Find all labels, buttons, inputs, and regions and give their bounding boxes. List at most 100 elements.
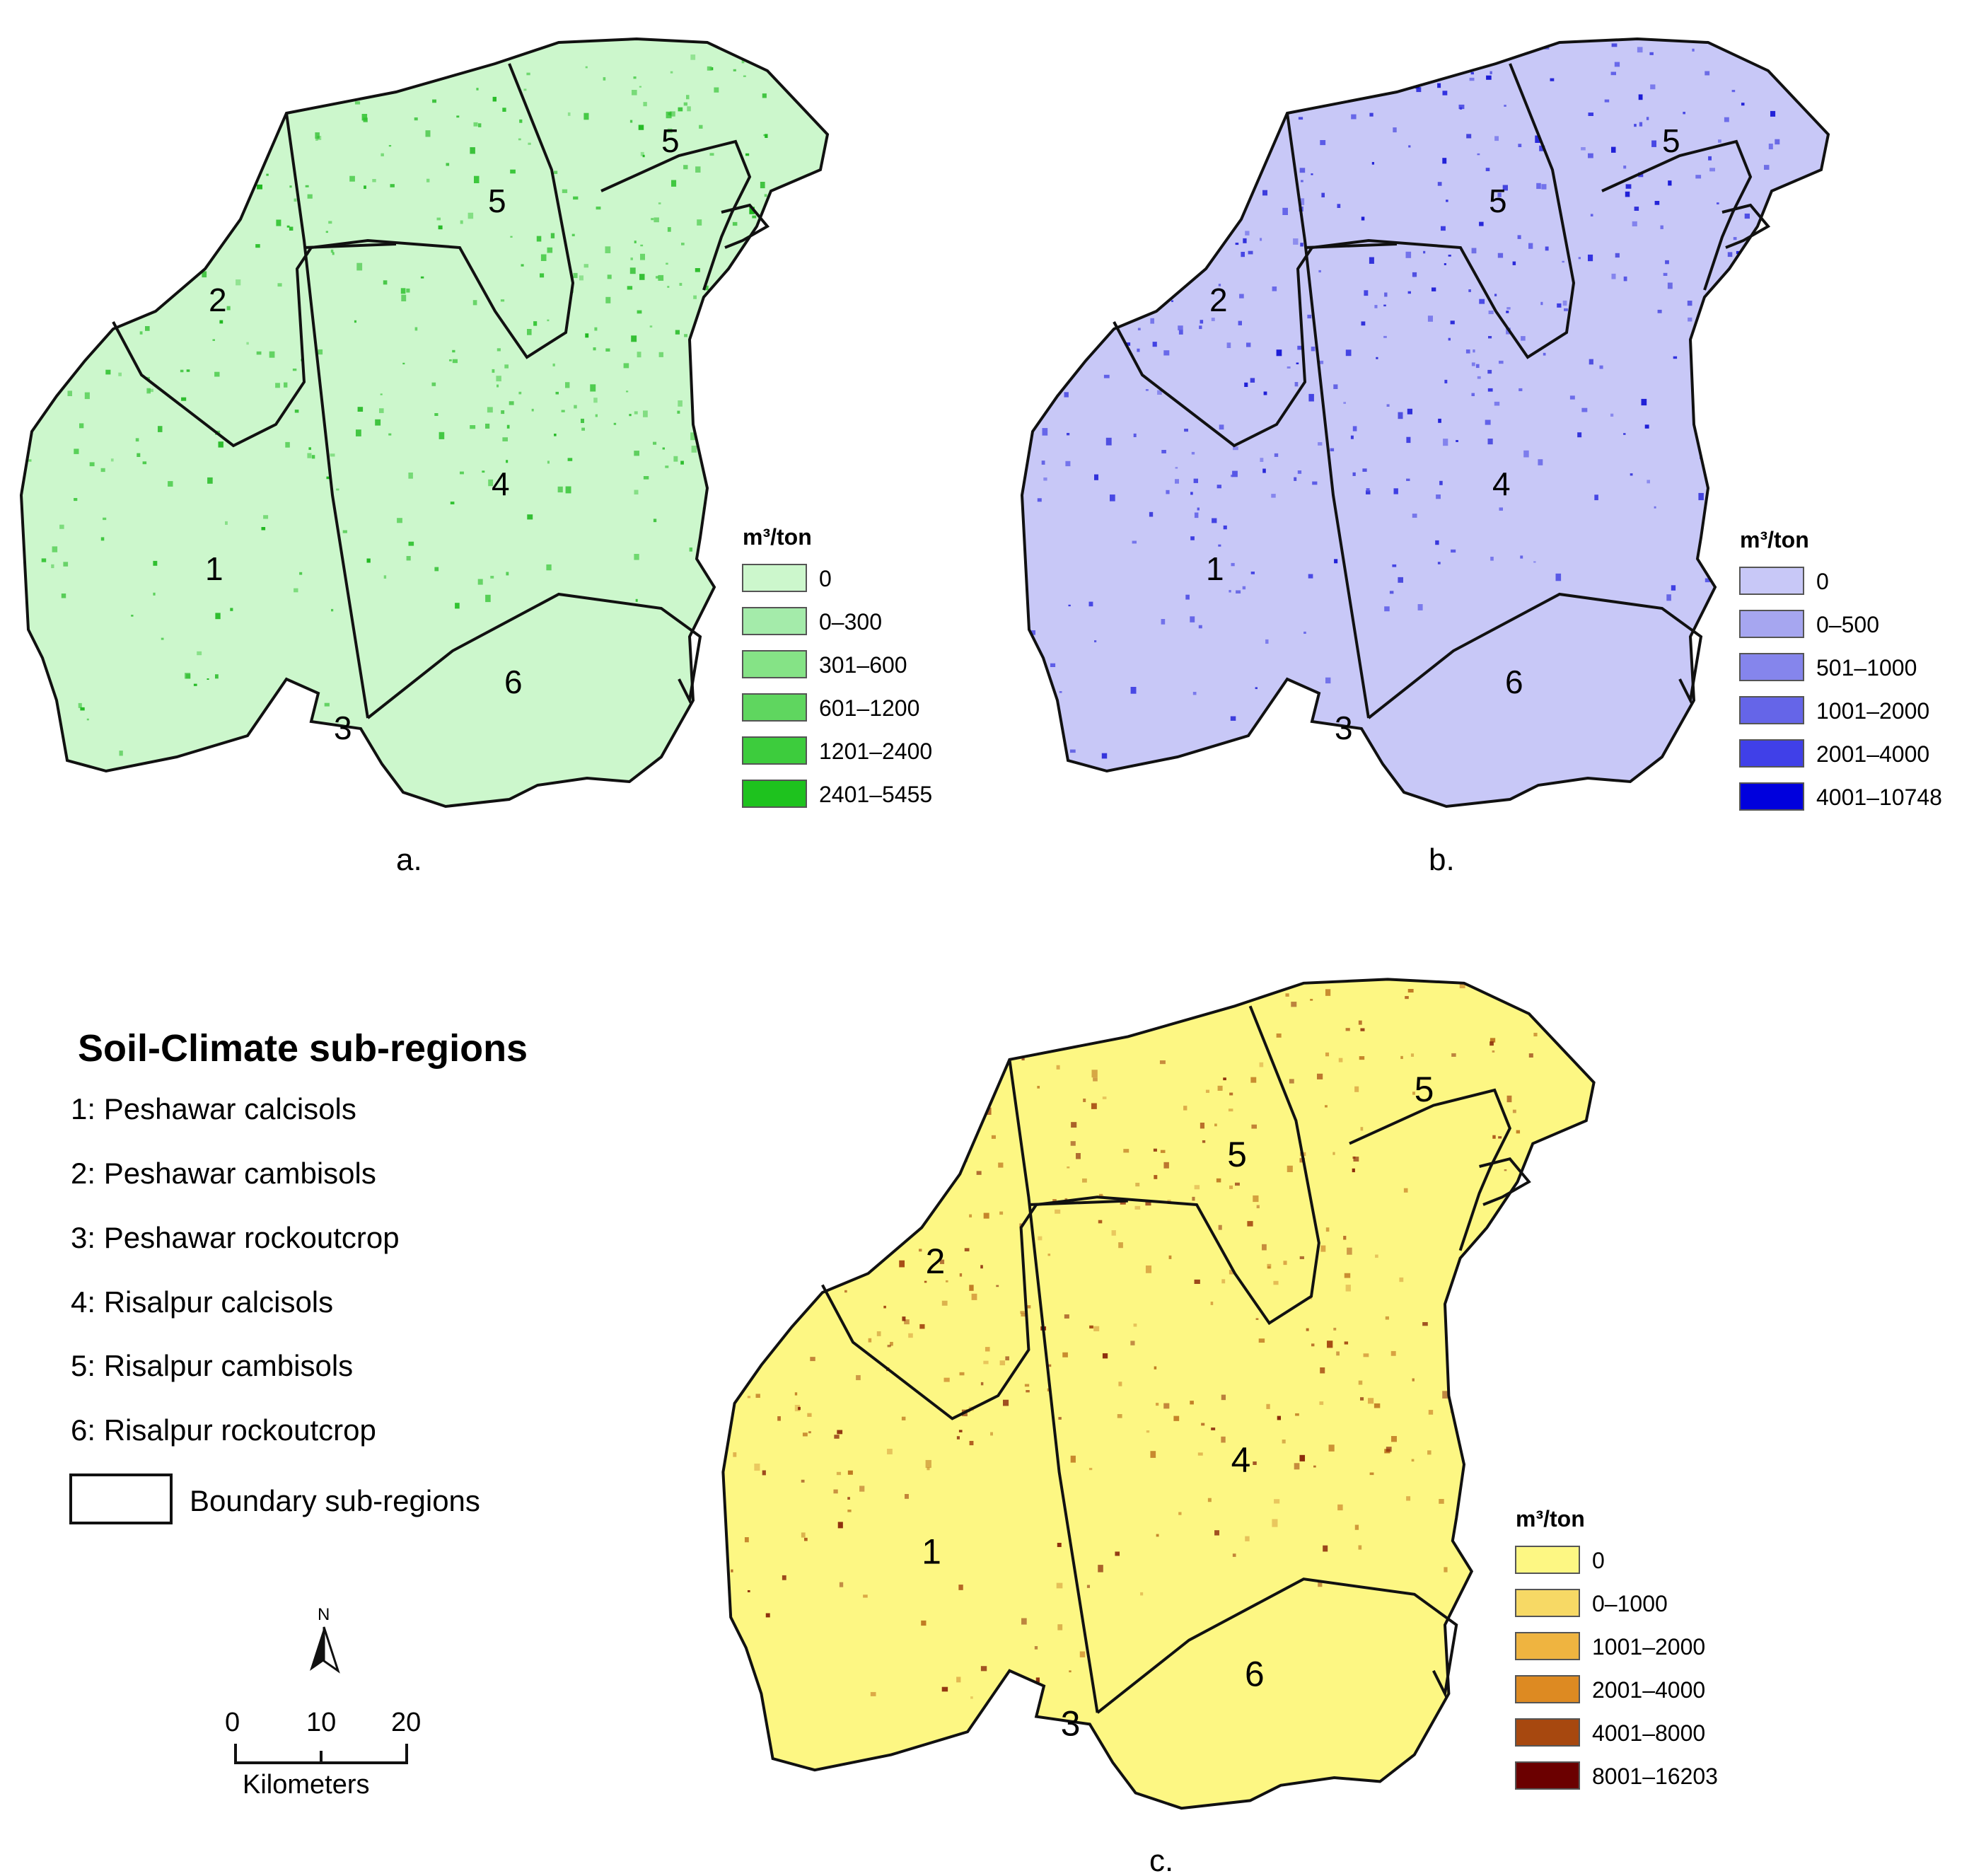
- legend-label: 601–1200: [819, 695, 919, 721]
- raster-cell: [1102, 252, 1107, 257]
- raster-cell: [1145, 1200, 1151, 1206]
- raster-cell: [913, 997, 920, 1004]
- raster-cell: [266, 173, 269, 176]
- raster-cell: [1657, 309, 1662, 313]
- raster-cell: [122, 224, 126, 228]
- raster-cell: [1318, 442, 1323, 446]
- raster-cell: [1364, 290, 1369, 296]
- raster-cell: [1118, 1242, 1123, 1249]
- raster-cell: [941, 1686, 948, 1692]
- raster-cell: [1053, 243, 1058, 248]
- raster-cell: [794, 1392, 798, 1396]
- raster-cell: [456, 115, 460, 118]
- raster-cell: [1437, 83, 1441, 88]
- raster-cell: [847, 1497, 850, 1500]
- raster-cell: [1361, 216, 1365, 221]
- region-number: 5: [1662, 122, 1680, 159]
- raster-cell: [1518, 144, 1522, 147]
- raster-cell: [1146, 1430, 1150, 1433]
- raster-cell: [1410, 1053, 1415, 1057]
- raster-cell: [307, 194, 313, 199]
- raster-cell: [1049, 70, 1054, 76]
- raster-cell: [1471, 362, 1475, 366]
- raster-cell: [817, 1285, 821, 1288]
- raster-cell: [1086, 1019, 1090, 1024]
- raster-cell: [324, 702, 330, 707]
- raster-cell: [100, 537, 105, 541]
- raster-cell: [1130, 687, 1137, 694]
- raster-cell: [1194, 1185, 1200, 1190]
- raster-cell: [1751, 257, 1754, 260]
- raster-cell: [762, 93, 767, 98]
- raster-cell: [755, 1238, 760, 1242]
- raster-cell: [547, 247, 553, 253]
- raster-cell: [996, 1285, 999, 1287]
- raster-cell: [704, 285, 709, 291]
- raster-cell: [595, 414, 598, 417]
- raster-cell: [1043, 477, 1047, 481]
- raster-cell: [1103, 102, 1109, 108]
- raster-cell: [1417, 604, 1423, 610]
- raster-cell: [1235, 243, 1239, 245]
- raster-cell: [1299, 198, 1305, 205]
- raster-cell: [1518, 388, 1523, 391]
- raster-cell: [276, 219, 281, 226]
- raster-cell: [1070, 1455, 1076, 1463]
- raster-cell: [737, 425, 743, 433]
- raster-cell: [1451, 1391, 1457, 1396]
- raster-cell: [1557, 303, 1562, 308]
- raster-cell: [1229, 590, 1231, 593]
- raster-cell: [1328, 1444, 1335, 1452]
- raster-cell: [1408, 145, 1411, 148]
- raster-cell: [1654, 201, 1660, 205]
- raster-cell: [1093, 329, 1098, 333]
- raster-cell: [923, 1128, 928, 1134]
- scale-tick-label: 20: [391, 1708, 421, 1737]
- raster-cell: [110, 458, 114, 462]
- raster-cell: [1070, 749, 1076, 753]
- raster-cell: [801, 1479, 805, 1483]
- raster-cell: [523, 88, 527, 91]
- raster-cell: [1517, 235, 1521, 239]
- raster-cell: [1160, 236, 1166, 241]
- raster-cell: [1190, 616, 1195, 623]
- raster-cell: [1589, 359, 1593, 365]
- raster-cell: [1183, 1106, 1187, 1111]
- raster-cell: [980, 1382, 984, 1386]
- raster-cell: [796, 1117, 803, 1123]
- raster-cell: [987, 1002, 992, 1009]
- raster-cell: [1749, 54, 1755, 62]
- raster-cell: [801, 1532, 806, 1538]
- raster-cell: [286, 225, 290, 228]
- raster-cell: [1265, 639, 1269, 644]
- raster-cell: [670, 71, 673, 74]
- raster-cell: [693, 295, 697, 299]
- raster-cell: [1194, 1279, 1200, 1284]
- raster-cell: [745, 153, 750, 156]
- raster-cell: [1073, 214, 1078, 221]
- raster-cell: [1226, 342, 1231, 348]
- raster-cell: [1577, 432, 1582, 438]
- raster-cell: [719, 402, 723, 405]
- raster-cell: [540, 273, 545, 278]
- raster-cell: [1230, 716, 1236, 721]
- raster-cell: [1375, 1254, 1378, 1258]
- raster-cell: [402, 362, 405, 365]
- raster-cell: [1325, 1105, 1328, 1108]
- raster-cell: [1469, 77, 1475, 81]
- legend-label: 0: [819, 566, 832, 591]
- raster-cell: [1299, 95, 1301, 98]
- raster-cell: [1604, 99, 1610, 103]
- raster-cell: [145, 326, 150, 331]
- raster-cell: [1610, 413, 1614, 417]
- raster-cell: [1444, 263, 1446, 265]
- raster-cell: [777, 1416, 781, 1421]
- raster-cell: [1231, 562, 1235, 567]
- raster-cell: [460, 471, 464, 475]
- raster-cell: [966, 1007, 970, 1010]
- raster-cell: [691, 446, 697, 453]
- raster-cell: [1451, 549, 1456, 553]
- raster-cell: [194, 50, 197, 52]
- raster-cell: [485, 594, 491, 603]
- raster-cell: [976, 1171, 982, 1175]
